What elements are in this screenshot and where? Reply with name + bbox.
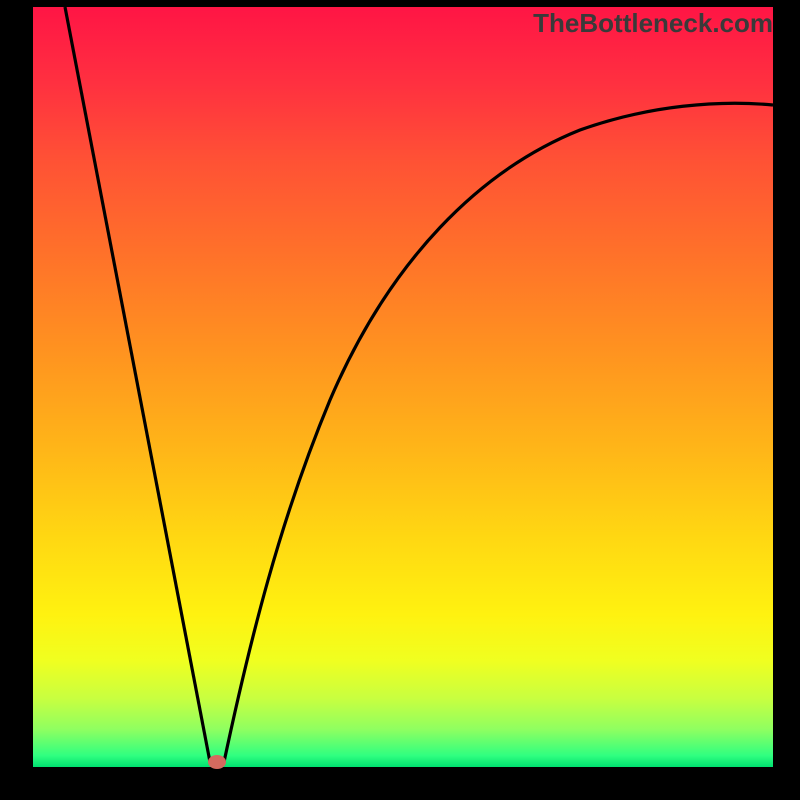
watermark-text: TheBottleneck.com	[533, 8, 773, 39]
plot-area	[33, 7, 773, 767]
gradient-background	[33, 7, 773, 767]
minimum-marker	[208, 755, 226, 769]
